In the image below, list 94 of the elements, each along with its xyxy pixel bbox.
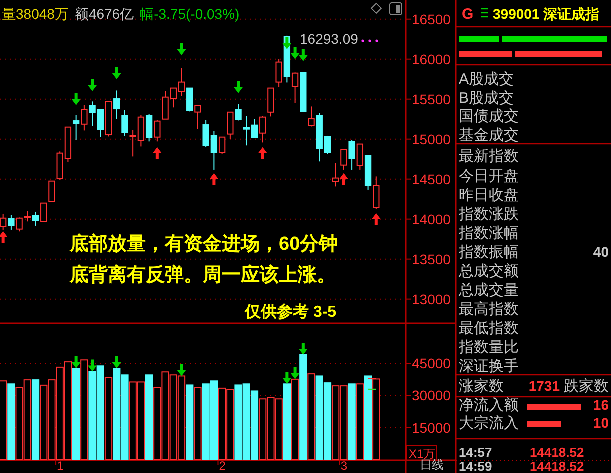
text: B股成交 (459, 90, 514, 107)
point (298, 343, 308, 355)
y-tick-label: 30000 (412, 388, 452, 404)
y-tick-label: 15000 (412, 131, 452, 148)
text: 涨家数 (459, 378, 504, 395)
bar (32, 380, 40, 460)
text: 今日开盘 (459, 168, 519, 185)
text: 16 (593, 397, 610, 413)
candlestick (332, 162, 340, 188)
x-tick-label: 1 (57, 459, 64, 473)
point (88, 360, 98, 372)
point (210, 173, 219, 186)
text: G (462, 6, 474, 23)
bar (194, 387, 202, 460)
point (177, 43, 186, 56)
annotation: 16293.09 (300, 31, 359, 47)
bar (0, 380, 8, 460)
point (339, 173, 348, 186)
bar (356, 384, 364, 460)
text: 最新指数 (459, 148, 519, 165)
candlestick (114, 90, 120, 120)
text: 指数涨跌 (458, 206, 519, 223)
annotation: 仅供参考 3-5 (244, 303, 337, 321)
y-tick-label: 13000 (412, 291, 452, 308)
candlestick (72, 114, 80, 140)
point (112, 67, 122, 80)
y-tick-label: 14500 (412, 171, 452, 188)
annotation: 底背离有反弹。周一应该上涨。 (69, 264, 336, 286)
y-tick-label: 15500 (412, 91, 452, 108)
y-tick-label: 45000 (412, 356, 452, 372)
point (72, 93, 81, 106)
point (88, 79, 98, 92)
text: A股成交 (459, 71, 514, 88)
x-axis-title: 日线 (420, 458, 444, 472)
text: 1731 (528, 378, 560, 394)
text: 399001 深证成指 (493, 6, 600, 22)
point (282, 37, 292, 50)
bar (283, 384, 292, 460)
text: 指数涨幅 (458, 225, 519, 242)
text: 14:57 (459, 445, 492, 460)
point (152, 147, 162, 160)
annotation: 量38048万 (2, 6, 69, 22)
bar (80, 360, 88, 460)
text: 10 (593, 415, 610, 431)
point (177, 364, 186, 376)
text: 跌家数 (564, 378, 609, 395)
y-tick-label: 13500 (412, 251, 452, 268)
point (72, 356, 81, 368)
text: 总成交量 (458, 282, 519, 299)
point (372, 213, 381, 226)
text: 14418.52 (530, 445, 584, 460)
text: 40 (593, 244, 610, 260)
text: 国债成交 (459, 108, 519, 125)
point (298, 49, 308, 62)
text: 最高指数 (459, 301, 519, 318)
text: 总成交额 (458, 263, 519, 280)
bar (364, 376, 372, 460)
point (234, 81, 244, 94)
text: 指数量比 (458, 339, 519, 356)
bar (145, 374, 154, 460)
bar (308, 374, 316, 460)
point (258, 147, 268, 160)
bar (186, 384, 194, 460)
y-tick-label: 16000 (412, 51, 452, 68)
bar (348, 384, 356, 460)
annotation: 幅-3.75(-0.03%) (140, 6, 240, 22)
point (112, 356, 122, 368)
y-tick-label: 15000 (412, 420, 452, 436)
point (290, 367, 300, 380)
text: 14418.52 (530, 459, 584, 473)
annotation: 底部放量，有资金进场，60分钟 (69, 233, 338, 255)
text: 指数振幅 (458, 244, 519, 261)
bar (8, 384, 16, 460)
bar (372, 378, 380, 460)
y-tick-label: 16500 (412, 11, 452, 28)
candlestick (122, 109, 128, 136)
point (290, 47, 300, 60)
annotation: 额4676亿 (74, 6, 134, 22)
x-tick-label: 3 (340, 459, 348, 473)
text: 基金成交 (459, 127, 519, 144)
bar (104, 377, 113, 460)
bar (300, 354, 308, 460)
text: X1万 (409, 447, 436, 461)
y-tick-label: 14000 (412, 211, 452, 228)
x-tick-label: 2 (219, 459, 226, 473)
text: 大宗流入 (459, 415, 519, 432)
text: 最低指数 (459, 320, 519, 337)
text: 深证换手 (459, 358, 519, 375)
point (282, 372, 292, 384)
bar (72, 368, 80, 460)
text: 14:59 (459, 459, 492, 473)
text: 昨日收盘 (459, 187, 519, 204)
text: 净流入额 (459, 397, 519, 414)
bar (291, 378, 300, 460)
